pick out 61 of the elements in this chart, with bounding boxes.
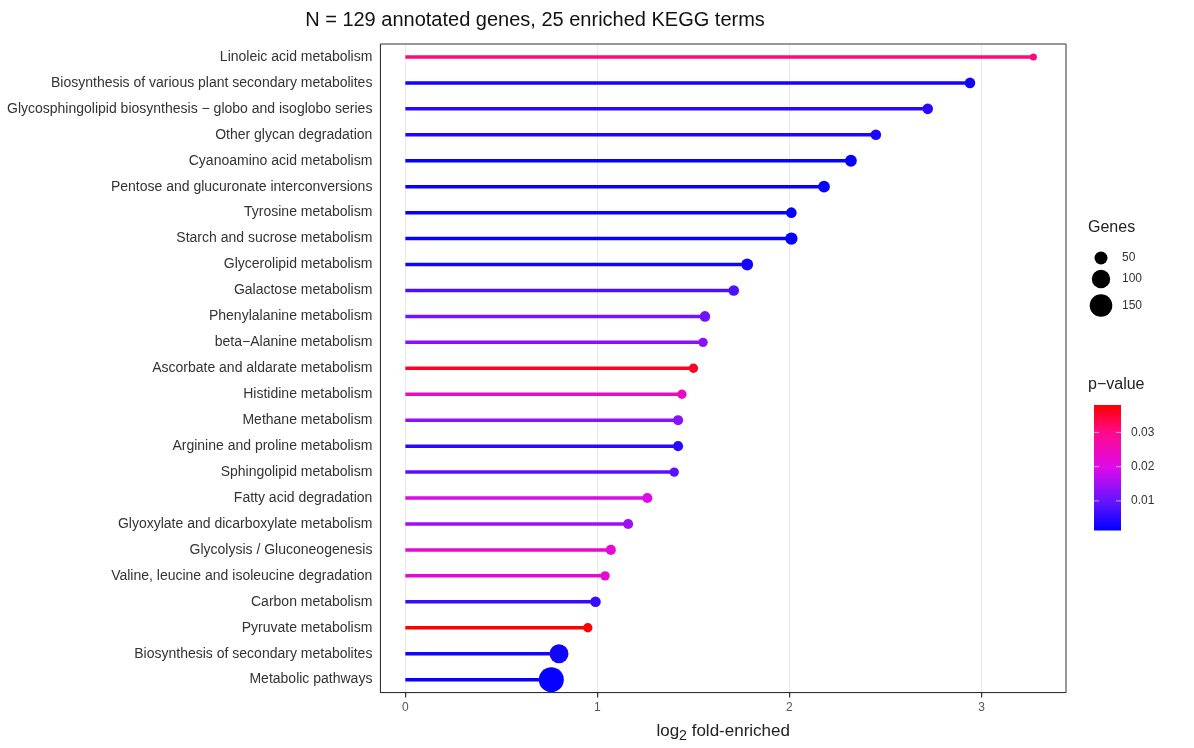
y-tick-label: Galactose metabolism (233, 281, 373, 298)
y-tick-label: Pentose and glucuronate interconversions (110, 177, 373, 194)
y-tick-label: Histidine metabolism (243, 385, 373, 402)
y-tick-label: Cyanoamino acid metabolism (188, 151, 373, 168)
point (699, 311, 711, 322)
chart-title: N = 129 annotated genes, 25 enriched KEGG terms (305, 7, 765, 30)
y-tick-label: Tyrosine metabolism (244, 203, 373, 220)
point (845, 154, 857, 167)
y-tick-label: Ascorbate and aldarate metabolism (152, 359, 373, 376)
point (677, 389, 687, 399)
y-tick-label: Glyoxylate and dicarboxylate metabolism (117, 514, 373, 531)
y-tick-label: Arginine and proline metabolism (172, 436, 373, 453)
x-tick-label: 0 (402, 700, 410, 715)
y-tick-label: Glycolysis / Gluconeogenesis (189, 540, 373, 557)
y-tick-label: Biosynthesis of secondary metabolites (134, 644, 373, 661)
legend-label: 50 (1122, 250, 1136, 265)
legend-label: 100 (1122, 271, 1143, 286)
point (870, 129, 882, 141)
y-tick-label: Metabolic pathways (249, 670, 373, 687)
y-tick-label: Methane metabolism (242, 411, 373, 428)
y-tick-label: Linoleic acid metabolism (219, 47, 373, 64)
y-tick-label: Starch and sucrose metabolism (176, 229, 373, 246)
y-tick-label: Phenylalanine metabolism (208, 307, 373, 324)
point (688, 363, 699, 373)
point (922, 103, 934, 115)
y-tick-label: Fatty acid degradation (233, 488, 373, 505)
color-bar-title: p−value (1088, 375, 1145, 393)
y-tick-label: Glycosphingolipid biosynthesis − globo and isoglobo series (6, 99, 373, 116)
x-tick-label: 3 (978, 700, 986, 715)
color-bar-label: 0.01 (1131, 493, 1155, 508)
legend-title: Genes (1088, 218, 1136, 236)
point (642, 492, 653, 504)
y-tick-label: Other glycan degradation (215, 125, 373, 142)
point (785, 232, 798, 245)
point (698, 337, 708, 348)
point (673, 441, 684, 452)
point (741, 258, 754, 271)
point (669, 467, 679, 477)
y-tick-label: Biosynthesis of various plant secondary metabolites (50, 73, 373, 90)
point (600, 571, 610, 581)
y-tick-label: Sphingolipid metabolism (220, 462, 373, 479)
color-bar-label: 0.03 (1131, 424, 1155, 439)
point (583, 623, 593, 633)
y-tick-label: Valine, leucine and isoleucine degradation (111, 566, 373, 583)
point (623, 518, 634, 530)
y-tick-label: Glycerolipid metabolism (223, 255, 373, 272)
y-tick-label: beta−Alanine metabolism (214, 333, 373, 350)
color-bar-label: 0.02 (1131, 458, 1155, 473)
point (673, 415, 684, 426)
x-tick-label: 1 (594, 700, 602, 715)
point (818, 180, 830, 193)
x-tick-label: 2 (786, 700, 794, 715)
x-axis-title: log$_{2}$ fold-enriched (656, 720, 790, 743)
y-tick-label: Pyruvate metabolism (241, 618, 373, 635)
legend-label: 150 (1122, 297, 1143, 312)
y-tick-label: Carbon metabolism (251, 592, 373, 609)
point (590, 596, 601, 608)
point (728, 285, 740, 296)
point (786, 207, 797, 218)
point (605, 544, 616, 555)
point (964, 77, 976, 89)
